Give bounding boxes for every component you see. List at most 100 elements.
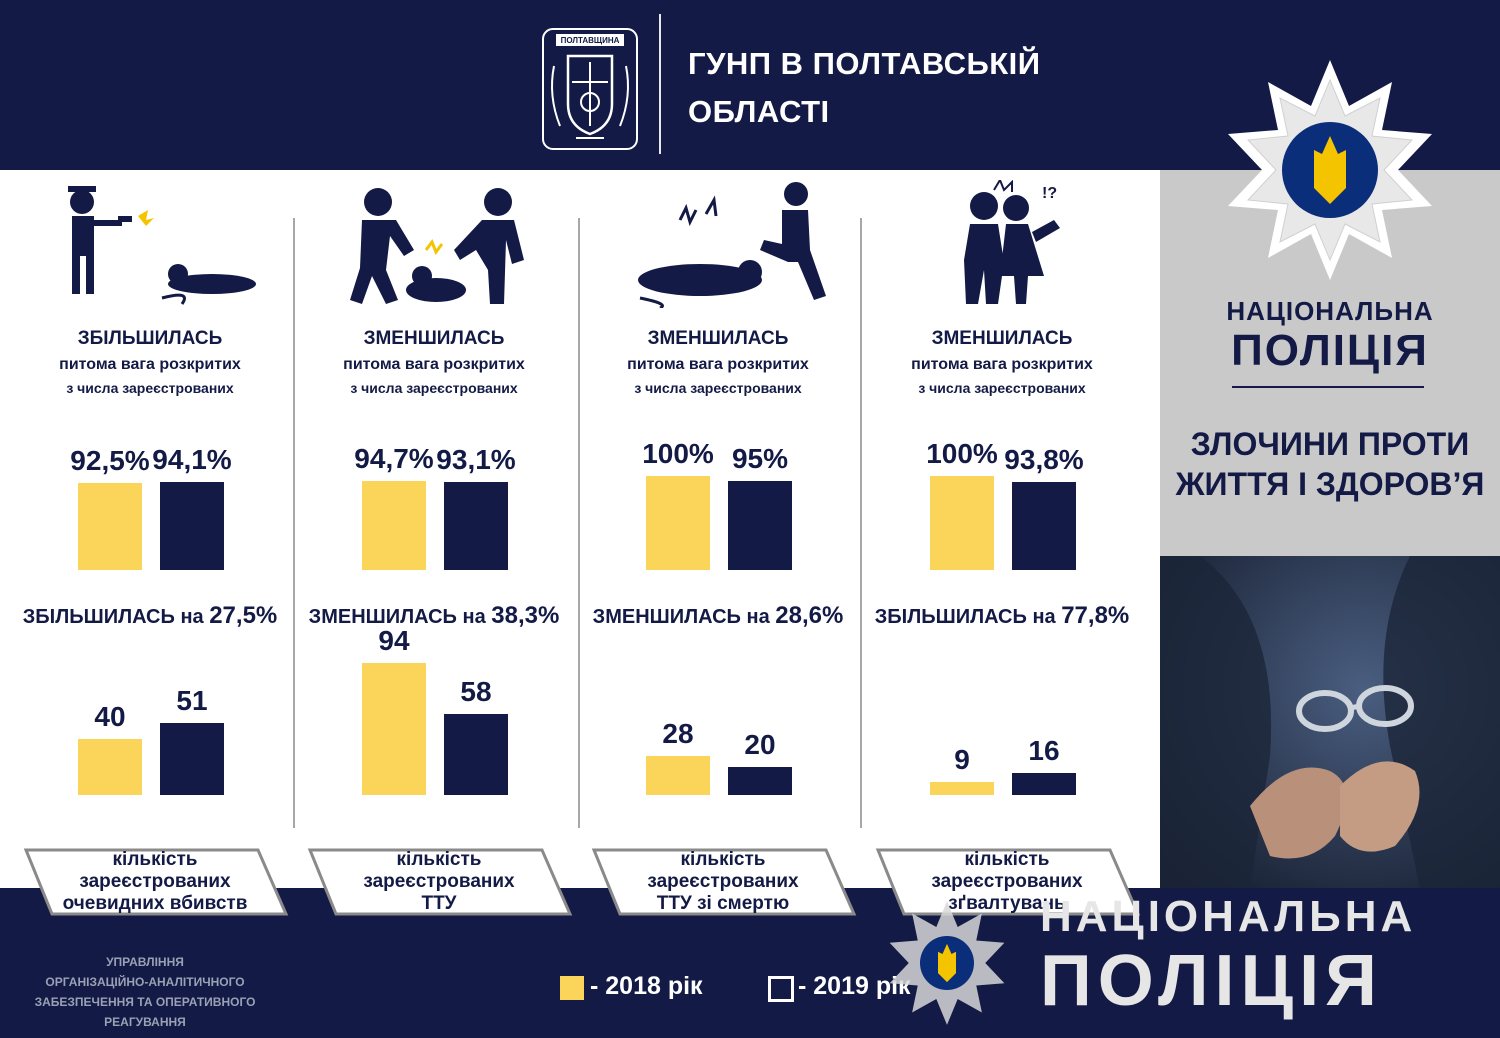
change-on: на — [1032, 606, 1056, 628]
change-line: ЗБІЛЬШИЛАСЬ на 77,8% — [858, 602, 1146, 630]
metric-label-line1: кількість — [964, 849, 1050, 870]
count-value-label: 58 — [460, 675, 492, 707]
metric-label-lines: кількість зареєстрованих очевидних вбивств — [63, 849, 248, 915]
metric-label: кількість зареєстрованих зґвалтувань — [872, 846, 1142, 918]
metric-label-line3: очевидних вбивств — [62, 893, 248, 914]
department-line4: РЕАГУВАННЯ — [104, 1015, 186, 1029]
count-bar-2019 — [1012, 772, 1076, 795]
kick-icon — [638, 182, 826, 308]
watermark-line2: ПОЛІЦІЯ — [1040, 941, 1383, 1021]
status-label: ЗМЕНШИЛАСЬ — [931, 328, 1073, 349]
change-line: ЗБІЛЬШИЛАСЬ на 27,5% — [6, 602, 294, 630]
count-bar-2019 — [728, 766, 792, 795]
clearance-bar-2018 — [930, 476, 994, 570]
count-bar-2018 — [646, 755, 710, 795]
change-line: ЗМЕНШИЛАСЬ на 38,3% — [290, 602, 578, 630]
org-title-line2: ОБЛАСТІ — [688, 94, 830, 129]
legend-swatch-2018 — [560, 976, 584, 1000]
np-title-line2: ПОЛІЦІЯ — [1231, 326, 1429, 375]
crest-caption: ПОЛТАВЩИНА — [561, 36, 620, 45]
change-value: 77,8% — [1061, 602, 1130, 629]
clearance-value-label: 92,5% — [70, 445, 150, 477]
count-bar-2018 — [78, 738, 142, 795]
metric-label-lines: кількість зареєстрованих ТТУ зі смертю — [647, 849, 798, 915]
crime-column-ttu-death: ЗМЕНШИЛАСЬ питома вага розкритих з числа з… — [574, 170, 862, 916]
metric-label-line2: зареєстрованих — [363, 871, 515, 892]
count-bar-2018 — [362, 663, 426, 795]
clearance-bar-2019 — [160, 481, 224, 570]
metric-label-lines: кількість зареєстрованих зґвалтувань — [931, 849, 1082, 915]
trident-icon — [1314, 136, 1346, 204]
count-value-label: 51 — [176, 685, 208, 717]
column-divider — [293, 218, 295, 828]
legend-swatch-2019 — [768, 976, 794, 1002]
police-star-badge — [1228, 60, 1432, 280]
department-caption: УПРАВЛІННЯ ОРГАНІЗАЦІЙНО-АНАЛІТИЧНОГО ЗА… — [20, 952, 270, 1032]
clearance-caption: питома вага розкритих — [343, 356, 525, 373]
clearance-caption: питома вага розкритих — [627, 356, 809, 373]
clearance-value-label: 100% — [926, 438, 998, 469]
change-value: 28,6% — [775, 602, 844, 629]
change-value: 38,3% — [491, 602, 560, 629]
status-label: ЗМЕНШИЛАСЬ — [647, 328, 789, 349]
metric-label-line1: кількість — [680, 849, 766, 870]
change-on: на — [462, 606, 486, 628]
watermark-star-badge — [889, 901, 1005, 1025]
trident-icon — [938, 943, 956, 983]
clearance-bar-2018 — [646, 476, 710, 570]
header-divider — [659, 14, 661, 154]
status-label: ЗМЕНШИЛАСЬ — [363, 328, 505, 349]
count-value-label: 20 — [744, 728, 776, 760]
status-label: ЗБІЛЬШИЛАСЬ — [77, 328, 223, 349]
org-title-line1: ГУНП В ПОЛТАВСЬКІЙ — [688, 46, 1041, 81]
clearance-bar-2019 — [444, 482, 508, 570]
change-on: на — [746, 606, 770, 628]
count-value-label: 28 — [662, 717, 694, 749]
clearance-bar-2019 — [1012, 481, 1076, 570]
change-word: ЗМЕНШИЛАСЬ — [308, 606, 457, 628]
metric-label-line2: зареєстрованих — [647, 871, 799, 892]
change-word: ЗМЕНШИЛАСЬ — [592, 606, 741, 628]
np-underline — [1232, 386, 1424, 388]
watermark-line1: НАЦІОНАЛЬНА — [1040, 892, 1417, 941]
handcuffs-photo — [1160, 556, 1500, 888]
np-title-line1: НАЦІОНАЛЬНА — [1226, 296, 1434, 326]
column-divider — [578, 218, 580, 828]
clearance-caption-sub: з числа зареєстрованих — [66, 380, 234, 396]
count-bar-2019 — [160, 723, 224, 795]
count-value-label: 9 — [954, 744, 970, 776]
legend-label-2019: - 2019 рік — [798, 972, 911, 1000]
metric-label-line3: ТТУ — [421, 893, 457, 914]
change-word: ЗБІЛЬШИЛАСЬ — [874, 606, 1027, 628]
metric-label-line3: ТТУ зі смертю — [656, 893, 790, 914]
metric-label-line2: зареєстрованих — [931, 871, 1083, 892]
metric-label: кількість зареєстрованих ТТУ — [304, 846, 574, 918]
department-line1: УПРАВЛІННЯ — [106, 955, 184, 969]
clearance-bar-2018 — [78, 483, 142, 570]
clearance-caption: питома вага розкритих — [59, 356, 241, 373]
count-value-label: 94 — [378, 625, 410, 656]
clearance-caption: питома вага розкритих — [911, 356, 1093, 373]
metric-label-tag — [875, 848, 1141, 916]
metric-label-tag — [591, 848, 857, 916]
crime-column-murders: ЗБІЛЬШИЛАСЬ питома вага розкритих з числа … — [6, 170, 294, 916]
count-value-label: 40 — [94, 700, 126, 732]
change-on: на — [180, 606, 204, 628]
clearance-value-label: 100% — [642, 438, 714, 469]
svg-text:!?: !? — [1042, 185, 1057, 202]
crime-column-ttu: ЗМЕНШИЛАСЬ питома вага розкритих з числа з… — [290, 170, 578, 916]
clearance-value-label: 93,8% — [1004, 443, 1084, 475]
metric-label-line2: зареєстрованих — [79, 871, 231, 892]
assault-icon — [350, 188, 524, 304]
handcuffs-icon — [1160, 556, 1500, 888]
metric-label-lines: кількість зареєстрованих ТТУ — [363, 849, 514, 915]
legend-label-2018: - 2018 рік — [590, 972, 703, 1000]
count-value-label: 16 — [1028, 734, 1060, 766]
department-line2: ОРГАНІЗАЦІЙНО-АНАЛІТИЧНОГО — [45, 975, 245, 989]
clearance-value-label: 94,7% — [354, 442, 434, 474]
metric-label-line1: кількість — [112, 849, 198, 870]
change-line: ЗМЕНШИЛАСЬ на 28,6% — [574, 602, 862, 630]
column-divider — [860, 218, 862, 828]
shooting-icon — [68, 186, 256, 305]
clearance-value-label: 94,1% — [152, 443, 232, 475]
